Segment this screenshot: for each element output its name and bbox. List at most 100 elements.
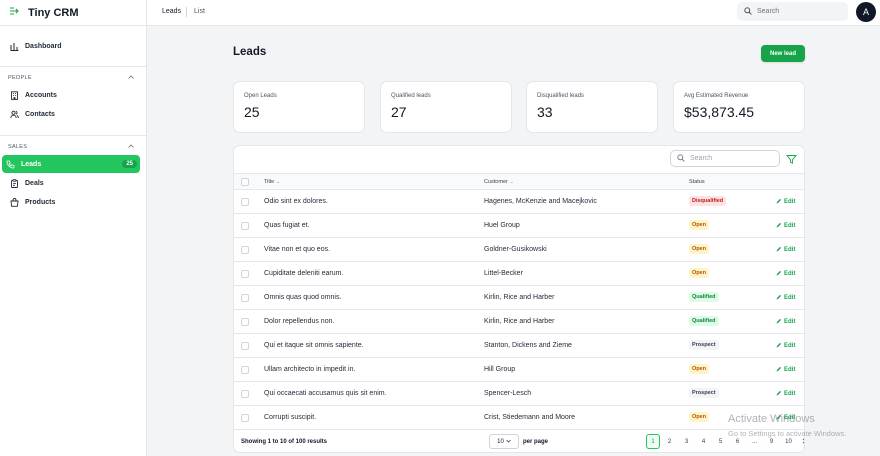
- per-page-select[interactable]: 10: [489, 434, 519, 449]
- edit-button[interactable]: Edit: [776, 198, 795, 206]
- row-checkbox[interactable]: [241, 390, 249, 398]
- menu-toggle-icon[interactable]: [8, 7, 20, 18]
- page-button[interactable]: 10: [785, 438, 792, 445]
- edit-button[interactable]: Edit: [776, 342, 795, 350]
- page-button[interactable]: 2: [667, 438, 672, 445]
- pagination: 1 · 2 · 3 · 4 · 5 · 6 ·... · 9 · 10: [646, 433, 804, 450]
- global-search-input[interactable]: Search: [737, 2, 848, 21]
- status-badge: Qualified: [689, 316, 719, 326]
- sidebar-item-products[interactable]: Products: [6, 193, 140, 211]
- table-row[interactable]: Qui occaecati accusamus quis sit enim. Sp…: [234, 382, 804, 406]
- edit-button[interactable]: Edit: [776, 270, 795, 278]
- breadcrumb-leads[interactable]: Leads: [162, 8, 182, 15]
- edit-button[interactable]: Edit: [776, 414, 795, 422]
- lead-title: Qui et itaque sit omnis sapiente.: [264, 342, 364, 349]
- table-row[interactable]: Ullam architecto in impedit in. Hill Grou…: [234, 358, 804, 382]
- divider: [0, 135, 146, 136]
- page-button[interactable]: 4: [701, 438, 706, 445]
- select-all-checkbox[interactable]: [241, 178, 249, 186]
- sidebar-item-label: Dashboard: [25, 42, 62, 50]
- column-title[interactable]: Title ⌄: [264, 179, 280, 185]
- edit-button[interactable]: Edit: [776, 390, 795, 398]
- sort-icon: ⌄: [509, 179, 514, 185]
- row-checkbox[interactable]: [241, 198, 249, 206]
- page-button[interactable]: 6: [735, 438, 740, 445]
- status-badge: Open: [689, 364, 710, 374]
- table-row[interactable]: Qui et itaque sit omnis sapiente. Stanton…: [234, 334, 804, 358]
- page-button[interactable]: 9: [769, 438, 774, 445]
- sidebar-item-dashboard[interactable]: Dashboard: [6, 37, 140, 55]
- sidebar-item-label: Contacts: [25, 110, 55, 118]
- table-search-input[interactable]: Search: [670, 150, 780, 167]
- row-checkbox[interactable]: [241, 270, 249, 278]
- building-icon: [9, 90, 19, 100]
- table-row[interactable]: Vitae non et quo eos. Goldner-Gusikowski O…: [234, 238, 804, 262]
- pencil-icon: [776, 246, 782, 254]
- filter-icon[interactable]: [786, 152, 798, 164]
- sidebar-item-leads[interactable]: Leads 25: [2, 155, 140, 173]
- status-badge: Qualified: [689, 292, 719, 302]
- edit-button[interactable]: Edit: [776, 294, 795, 302]
- table-row[interactable]: Omnis quas quod omnis. Kirlin, Rice and H…: [234, 286, 804, 310]
- chevron-up-icon: [128, 144, 134, 150]
- pencil-icon: [776, 318, 782, 326]
- page-separator: ·: [728, 438, 730, 445]
- lead-customer: Hill Group: [484, 366, 516, 373]
- lead-title: Vitae non et quo eos.: [264, 246, 331, 253]
- row-checkbox[interactable]: [241, 222, 249, 230]
- edit-label: Edit: [784, 415, 796, 421]
- lead-title: Corrupti suscipit.: [264, 414, 317, 421]
- table-row[interactable]: Odio sint ex dolores. Hagenes, McKenzie a…: [234, 190, 804, 214]
- breadcrumb-list[interactable]: List: [194, 8, 205, 15]
- topbar: Leads List Search A: [147, 0, 880, 26]
- status-badge: Open: [689, 268, 710, 278]
- row-checkbox[interactable]: [241, 366, 249, 374]
- pencil-icon: [776, 414, 782, 422]
- column-customer[interactable]: Customer ⌄: [484, 179, 514, 185]
- row-checkbox[interactable]: [241, 342, 249, 350]
- pencil-icon: [776, 270, 782, 278]
- page-button[interactable]: 3: [684, 438, 689, 445]
- edit-button[interactable]: Edit: [776, 246, 795, 254]
- leads-count-badge: 25: [122, 160, 137, 168]
- edit-button[interactable]: Edit: [776, 222, 795, 230]
- table-row[interactable]: Dolor repellendus non. Kirlin, Rice and H…: [234, 310, 804, 334]
- avatar[interactable]: A: [856, 2, 876, 22]
- per-page-value: 10: [497, 438, 504, 445]
- edit-label: Edit: [784, 295, 796, 301]
- table-row[interactable]: Cupiditate deleniti earum. Littel-Becker O…: [234, 262, 804, 286]
- next-page-button[interactable]: [796, 434, 804, 449]
- sidebar-item-contacts[interactable]: Contacts: [6, 105, 140, 123]
- chevron-up-icon: [128, 75, 134, 81]
- sidebar-item-label: Leads: [21, 160, 42, 168]
- table-row[interactable]: Corrupti suscipit. Crist, Stiedemann and …: [234, 406, 804, 430]
- new-lead-button[interactable]: New lead: [761, 45, 805, 62]
- row-checkbox[interactable]: [241, 318, 249, 326]
- lead-customer: Spencer-Lesch: [484, 390, 532, 397]
- row-checkbox[interactable]: [241, 294, 249, 302]
- search-placeholder: Search: [757, 8, 780, 15]
- leads-table: Search Title ⌄ Customer ⌄ Status Odio si…: [233, 145, 805, 453]
- group-sales[interactable]: SALES: [0, 140, 146, 154]
- lead-title: Dolor repellendus non.: [264, 318, 335, 325]
- sidebar-item-deals[interactable]: Deals: [6, 174, 140, 192]
- search-placeholder: Search: [690, 155, 713, 162]
- pencil-icon: [776, 390, 782, 398]
- lead-title: Cupiditate deleniti earum.: [264, 270, 344, 277]
- page-separator: ·: [762, 438, 764, 445]
- table-row[interactable]: Quas fugiat et. Huel Group Open Edit: [234, 214, 804, 238]
- chevron-down-icon: [506, 439, 511, 445]
- chevron-right-icon: [802, 438, 804, 446]
- row-checkbox[interactable]: [241, 414, 249, 422]
- row-checkbox[interactable]: [241, 246, 249, 254]
- lead-title: Ullam architecto in impedit in.: [264, 366, 356, 373]
- page-button[interactable]: 5: [718, 438, 723, 445]
- edit-button[interactable]: Edit: [776, 366, 795, 374]
- group-people[interactable]: PEOPLE: [0, 71, 146, 85]
- edit-button[interactable]: Edit: [776, 318, 795, 326]
- sidebar-item-accounts[interactable]: Accounts: [6, 86, 140, 104]
- status-badge: Open: [689, 220, 710, 230]
- group-sales-label: SALES: [8, 144, 28, 150]
- sidebar-item-label: Accounts: [25, 91, 57, 99]
- page-button[interactable]: 1: [646, 434, 660, 449]
